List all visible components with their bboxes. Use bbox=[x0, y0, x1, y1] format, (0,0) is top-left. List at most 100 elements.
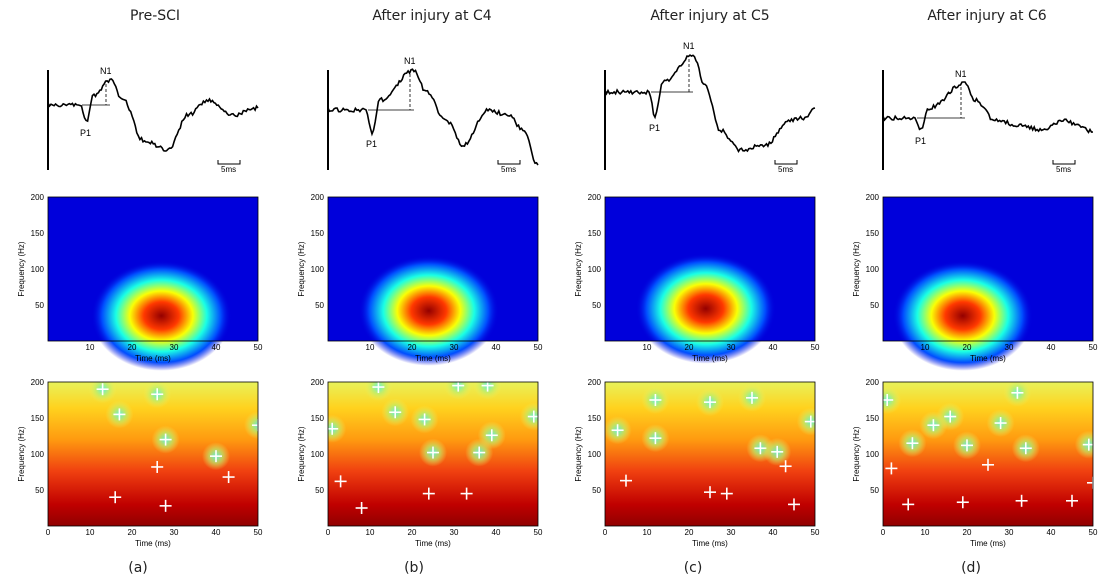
significance-marker bbox=[355, 502, 368, 514]
significance-marker bbox=[611, 424, 624, 437]
x-tick-label: 40 bbox=[769, 528, 778, 537]
x-tick-label: 40 bbox=[492, 528, 501, 537]
y-tick-label: 200 bbox=[31, 378, 45, 387]
x-tick-label: 50 bbox=[534, 528, 543, 537]
significance-marker bbox=[982, 458, 994, 471]
significance-marker bbox=[418, 413, 431, 426]
x-tick-label: 10 bbox=[643, 343, 652, 352]
x-tick-label: 50 bbox=[811, 343, 820, 352]
y-axis-label: Frequency (Hz) bbox=[574, 241, 583, 296]
x-tick-label: 50 bbox=[534, 343, 543, 352]
significance-marker bbox=[452, 382, 465, 392]
significance-marker bbox=[927, 419, 940, 432]
significance-marker bbox=[961, 439, 973, 452]
x-tick-label: 20 bbox=[408, 343, 417, 352]
x-tick-label: 20 bbox=[685, 343, 694, 352]
significance-marker bbox=[473, 446, 486, 459]
x-tick-label: 30 bbox=[727, 528, 736, 537]
x-axis-label: Time (ms) bbox=[692, 354, 728, 363]
x-tick-label: 30 bbox=[170, 528, 179, 537]
panel-title: Pre-SCI bbox=[130, 8, 180, 24]
significance-marker bbox=[159, 433, 172, 446]
scale-bar-label: 5ms bbox=[501, 165, 516, 174]
x-axis-label: Time (ms) bbox=[692, 539, 728, 548]
x-tick-label: 20 bbox=[128, 528, 137, 537]
peak-label-n1: N1 bbox=[404, 56, 416, 66]
y-tick-label: 200 bbox=[311, 193, 325, 202]
spectrogram-energy-blob bbox=[358, 255, 499, 366]
peak-label-n1: N1 bbox=[955, 69, 967, 79]
significance-marker bbox=[788, 498, 800, 511]
x-tick-label: 40 bbox=[212, 343, 221, 352]
y-axis-label: Frequency (Hz) bbox=[852, 426, 861, 481]
significance-marker bbox=[1015, 494, 1028, 507]
significance-map: 0 10 20 30 40 50 50 100 150 200 Time (ms) Frequency… bbox=[17, 378, 263, 548]
y-tick-label: 100 bbox=[31, 265, 45, 274]
scale-bar bbox=[1052, 160, 1076, 165]
x-tick-label: 50 bbox=[254, 343, 263, 352]
y-tick-label: 100 bbox=[31, 450, 45, 459]
y-tick-label: 50 bbox=[315, 301, 324, 310]
y-tick-label: 100 bbox=[866, 265, 880, 274]
x-tick-label: 10 bbox=[643, 528, 652, 537]
significance-marker bbox=[460, 487, 473, 500]
y-tick-label: 150 bbox=[588, 414, 602, 423]
significance-marker bbox=[372, 382, 385, 394]
significance-marker bbox=[210, 450, 222, 463]
y-tick-label: 150 bbox=[31, 229, 45, 238]
y-axis-label: Frequency (Hz) bbox=[17, 241, 26, 296]
significance-marker bbox=[649, 394, 662, 406]
significance-marker bbox=[704, 396, 716, 409]
panel-sublabel: (a) bbox=[128, 560, 148, 576]
significance-marker bbox=[779, 460, 792, 473]
y-tick-label: 150 bbox=[588, 229, 602, 238]
y-tick-label: 200 bbox=[588, 193, 602, 202]
significance-marker bbox=[427, 446, 439, 459]
scale-bar bbox=[217, 160, 241, 165]
x-tick-label: 30 bbox=[1005, 528, 1014, 537]
scale-bar bbox=[774, 160, 798, 165]
x-axis-label: Time (ms) bbox=[135, 539, 171, 548]
significance-marker bbox=[1011, 386, 1024, 399]
significance-marker bbox=[944, 410, 957, 423]
y-tick-label: 100 bbox=[588, 450, 602, 459]
significance-marker bbox=[649, 432, 662, 445]
waveform-trace bbox=[882, 81, 1094, 134]
significance-marker bbox=[389, 406, 402, 419]
significance-map: 0 10 20 30 40 50 50 100 150 200 Time (ms) Frequency… bbox=[852, 378, 1098, 548]
peak-label-p1: P1 bbox=[649, 123, 660, 133]
peak-label-n1: N1 bbox=[100, 66, 112, 76]
panel-sublabel: (d) bbox=[961, 560, 981, 576]
significance-marker bbox=[994, 417, 1007, 430]
significance-marker bbox=[481, 382, 494, 392]
significance-marker bbox=[620, 474, 632, 487]
y-tick-label: 200 bbox=[31, 193, 45, 202]
significance-marker bbox=[771, 445, 784, 458]
y-axis-label: Frequency (Hz) bbox=[297, 241, 306, 296]
y-tick-label: 150 bbox=[866, 414, 880, 423]
x-tick-label: 40 bbox=[492, 343, 501, 352]
spectrogram: 10 20 30 40 50 50 100 150 200 Time (ms) Frequency … bbox=[297, 193, 543, 366]
spectrogram-frame bbox=[47, 196, 259, 342]
x-tick-label: 30 bbox=[450, 528, 459, 537]
panel-sublabel: (c) bbox=[684, 560, 703, 576]
x-tick-label: 30 bbox=[1005, 343, 1014, 352]
x-tick-label: 30 bbox=[727, 343, 736, 352]
x-tick-label: 40 bbox=[769, 343, 778, 352]
panel-title: After injury at C5 bbox=[650, 8, 769, 24]
significance-frame bbox=[882, 381, 1094, 527]
spectrogram-energy-blob bbox=[91, 260, 232, 371]
x-tick-label: 0 bbox=[603, 528, 608, 537]
spectrogram-frame bbox=[327, 196, 539, 342]
y-tick-label: 200 bbox=[866, 378, 880, 387]
x-tick-label: 50 bbox=[1089, 528, 1098, 537]
spectrogram-energy-blob bbox=[635, 253, 776, 364]
x-tick-label: 10 bbox=[921, 343, 930, 352]
x-axis-label: Time (ms) bbox=[135, 354, 171, 363]
x-tick-label: 10 bbox=[921, 528, 930, 537]
x-tick-label: 10 bbox=[86, 528, 95, 537]
x-tick-label: 50 bbox=[811, 528, 820, 537]
x-tick-label: 10 bbox=[86, 343, 95, 352]
